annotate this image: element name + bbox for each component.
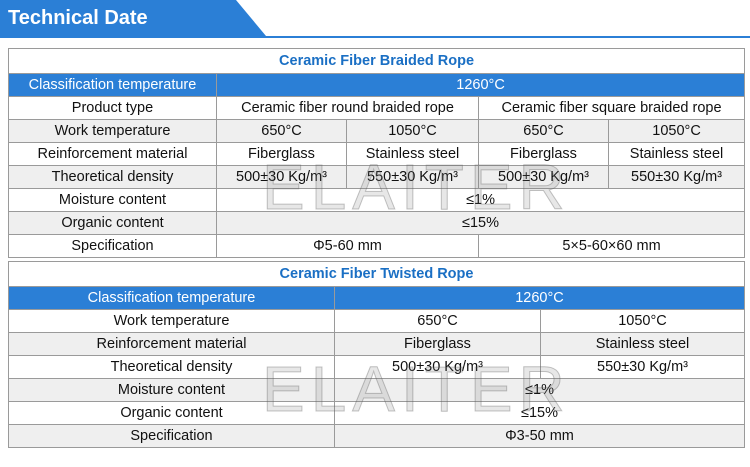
row-label: Organic content [8, 211, 217, 235]
cell: 650°C [334, 309, 541, 333]
table-title: Ceramic Fiber Twisted Rope [7, 261, 746, 287]
row-label: Work temperature [8, 119, 217, 143]
cell: 650°C [478, 119, 609, 143]
row-label: Reinforcement material [8, 332, 335, 356]
table-row: Product type Ceramic fiber round braided … [8, 96, 746, 120]
spec-table: Ceramic Fiber Braided Rope Classification… [7, 48, 746, 258]
row-label: Reinforcement material [8, 142, 217, 166]
row-label: Specification [8, 234, 217, 258]
cell: Φ3-50 mm [333, 424, 746, 448]
table-row: Work temperature 650°C 1050°C 650°C 1050°C [8, 119, 746, 143]
row-label: Moisture content [8, 378, 335, 402]
cell: 1050°C [539, 309, 746, 333]
table-row: Work temperature 650°C 1050°C [8, 309, 746, 333]
row-label: Product type [8, 96, 217, 120]
table-row: Theoretical density 500±30 Kg/m³ 550±30 Kg… [8, 355, 746, 379]
header-tab [0, 0, 266, 36]
cell: 1260°C [215, 73, 746, 97]
cell: 550±30 Kg/m³ [539, 355, 746, 379]
cell: Stainless steel [346, 142, 479, 166]
cell: ≤1% [215, 188, 746, 212]
row-label: Theoretical density [8, 355, 335, 379]
row-label: Work temperature [8, 309, 335, 333]
cell: Stainless steel [539, 332, 746, 356]
table-row: Reinforcement material Fiberglass Stainles… [8, 332, 746, 356]
table-row: Moisture content ≤1% [8, 378, 746, 402]
table-row: Classification temperature 1260°C [8, 73, 746, 97]
cell: Fiberglass [216, 142, 347, 166]
row-label: Theoretical density [8, 165, 217, 189]
cell: Ceramic fiber round braided rope [216, 96, 479, 120]
title-row: Ceramic Fiber Twisted Rope [7, 261, 746, 287]
cell: Fiberglass [334, 332, 541, 356]
title-row: Ceramic Fiber Braided Rope [7, 48, 746, 74]
spec-table: Ceramic Fiber Twisted Rope Classification… [7, 261, 746, 448]
cell: 500±30 Kg/m³ [334, 355, 541, 379]
cell: Ceramic fiber square braided rope [477, 96, 746, 120]
table-row: Organic content ≤15% [8, 211, 746, 235]
cell: 1050°C [607, 119, 746, 143]
cell: ≤15% [215, 211, 746, 235]
table-row: Moisture content ≤1% [8, 188, 746, 212]
cell: 1260°C [333, 286, 746, 310]
cell: Stainless steel [607, 142, 746, 166]
cell: 650°C [216, 119, 347, 143]
cell: 550±30 Kg/m³ [607, 165, 746, 189]
cell: ≤15% [333, 401, 746, 425]
table-row: Theoretical density 500±30 Kg/m³ 550±30 Kg… [8, 165, 746, 189]
cell: 550±30 Kg/m³ [346, 165, 479, 189]
cell: 5×5-60×60 mm [477, 234, 746, 258]
table-row: Reinforcement material Fiberglass Stainles… [8, 142, 746, 166]
row-label: Classification temperature [8, 286, 335, 310]
table-row: Classification temperature 1260°C [8, 286, 746, 310]
cell: 1050°C [346, 119, 479, 143]
cell: Fiberglass [478, 142, 609, 166]
table-row: Specification Φ3-50 mm [8, 424, 746, 448]
cell: 500±30 Kg/m³ [216, 165, 347, 189]
row-label: Specification [8, 424, 335, 448]
table-row: Specification Φ5-60 mm 5×5-60×60 mm [8, 234, 746, 258]
cell: ≤1% [333, 378, 746, 402]
row-label: Moisture content [8, 188, 217, 212]
header-title: Technical Date [8, 7, 148, 29]
header-bar [0, 0, 750, 38]
table-title: Ceramic Fiber Braided Rope [7, 48, 746, 74]
cell: Φ5-60 mm [216, 234, 479, 258]
cell: 500±30 Kg/m³ [478, 165, 609, 189]
row-label: Classification temperature [8, 73, 217, 97]
row-label: Organic content [8, 401, 335, 425]
table-row: Organic content ≤15% [8, 401, 746, 425]
